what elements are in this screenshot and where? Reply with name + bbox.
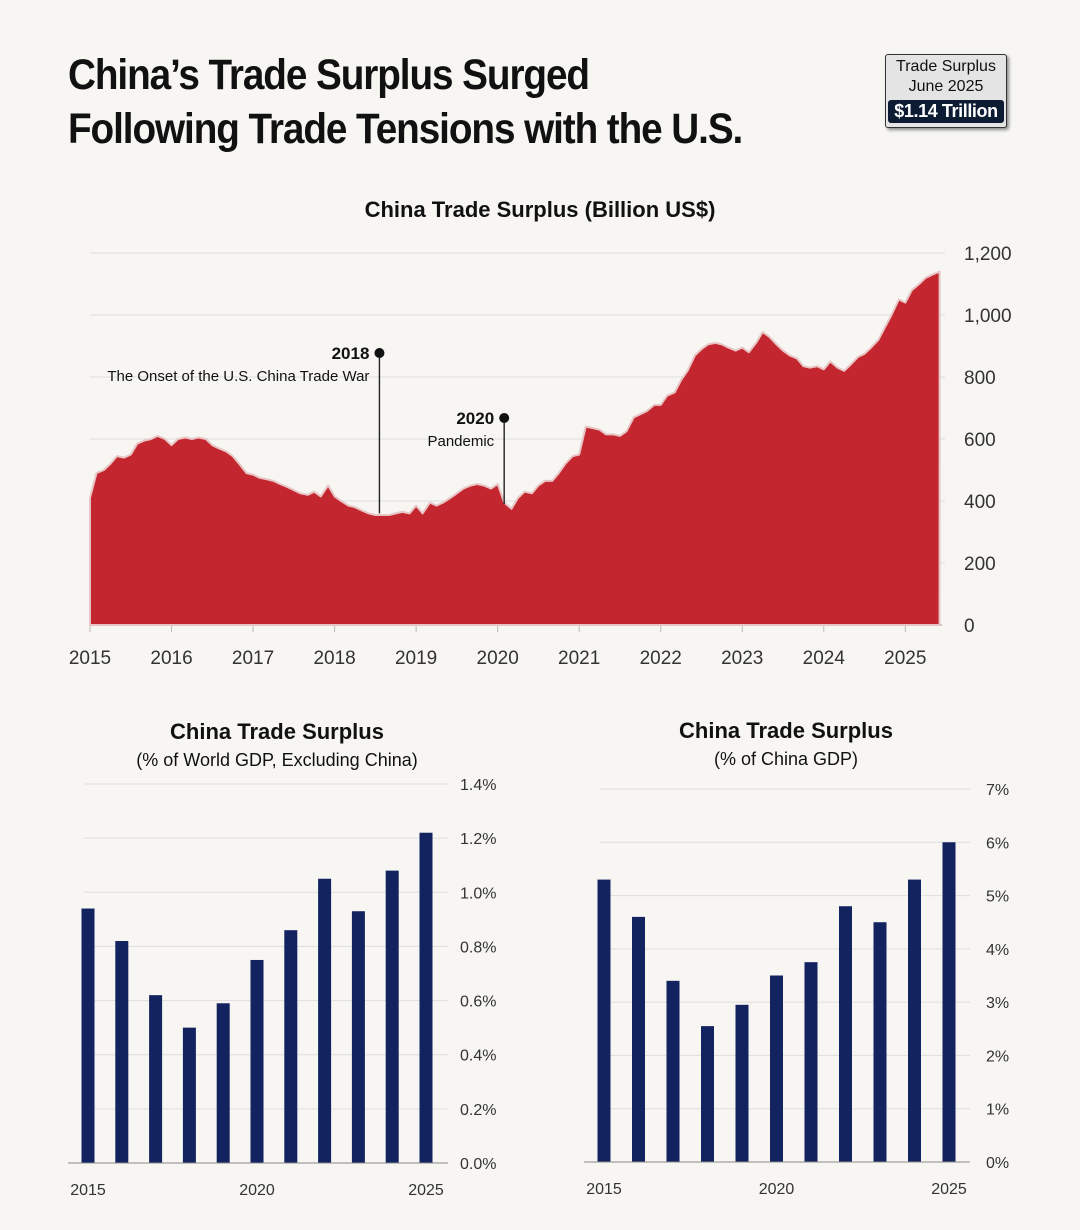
bar2-x-tick-label: 2015: [586, 1181, 622, 1198]
area-chart: China Trade Surplus (Billion US$) 0 200 40…: [69, 197, 1012, 669]
annotation-marker: [374, 348, 385, 358]
bar2-y-tick-label: 2%: [986, 1048, 1009, 1065]
trade-surplus-badge: Trade Surplus June 2025 $1.14 Trillion: [885, 54, 1007, 128]
bar2-bar-2023: [873, 922, 887, 1162]
bar2-bar-2021: [804, 962, 818, 1162]
bar1-x-tick-label: 2025: [408, 1182, 444, 1199]
bar1-bar-2015: [81, 908, 95, 1163]
bar1-bar-2016: [115, 941, 129, 1163]
bar1-x-tick-label: 2020: [239, 1182, 275, 1199]
bar1-bar-2017: [149, 995, 163, 1163]
bar1-bar-2025: [419, 832, 433, 1163]
area-x-tick-label: 2019: [395, 648, 437, 669]
bar2-y-tick-label: 0%: [986, 1155, 1009, 1172]
area-chart-y-axis: 0 200 400 600 800 1,000 1,200: [964, 244, 1012, 637]
bar2-bar-2019: [735, 1004, 749, 1162]
bar2-bar-2020: [770, 975, 783, 1162]
annotation-text: Pandemic: [427, 433, 494, 450]
bar2-y-tick-label: 7%: [986, 782, 1009, 799]
area-y-tick-label: 800: [964, 368, 996, 389]
area-y-tick-label: 600: [964, 430, 996, 451]
bar1-x-tick-label: 2015: [70, 1182, 106, 1199]
area-x-tick-label: 2015: [69, 648, 111, 669]
area-x-tick-label: 2023: [721, 648, 763, 669]
annotation-year-label: 2020: [456, 409, 494, 428]
area-chart-x-axis: 2015 2016 2017 2018 2019 2020 2021 2022 2023 2024…: [69, 624, 942, 669]
bar-chart-world-gdp-x-axis: 2015 2020 2025: [70, 1182, 444, 1199]
area-x-tick-label: 2021: [558, 648, 600, 669]
area-y-tick-label: 200: [964, 554, 996, 575]
area-y-tick-label: 1,000: [964, 306, 1012, 327]
annotation-marker: [499, 413, 510, 423]
bar-chart-world-gdp-y-axis: 0.0% 0.2% 0.4% 0.6% 0.8% 1.0% 1.2% 1.4%: [460, 777, 496, 1173]
bar-chart-china-gdp-subtitle: (% of China GDP): [714, 749, 858, 769]
bar-chart-china-gdp-x-axis: 2015 2020 2025: [586, 1181, 967, 1198]
bar2-y-tick-label: 1%: [986, 1102, 1009, 1119]
bar2-y-tick-label: 5%: [986, 889, 1009, 906]
bar2-bar-2017: [666, 980, 680, 1162]
bar2-bar-2022: [839, 906, 852, 1162]
bar2-bar-2018: [701, 1026, 714, 1162]
bar-chart-china-gdp-title: China Trade Surplus: [679, 718, 893, 743]
area-x-tick-label: 2016: [150, 648, 192, 669]
area-y-tick-label: 1,200: [964, 244, 1012, 265]
bar2-bar-2016: [632, 916, 645, 1162]
bar1-bar-2024: [385, 870, 399, 1163]
bar-chart-world-gdp: China Trade Surplus (% of World GDP, Exc…: [68, 719, 496, 1199]
bar-chart-world-gdp-bars: [68, 832, 448, 1164]
bar2-bar-2025: [942, 842, 956, 1162]
bar2-x-tick-label: 2025: [931, 1181, 967, 1198]
area-x-tick-label: 2025: [884, 648, 926, 669]
bar2-bar-2024: [908, 879, 921, 1162]
bar-chart-world-gdp-title: China Trade Surplus: [170, 719, 384, 744]
bar-chart-china-gdp: China Trade Surplus (% of China GDP) 0% 1…: [584, 718, 1009, 1198]
area-y-tick-label: 0: [964, 616, 975, 637]
bar1-y-tick-label: 1.0%: [460, 885, 496, 902]
bar2-y-tick-label: 6%: [986, 835, 1009, 852]
area-x-tick-label: 2020: [477, 648, 519, 669]
area-x-tick-label: 2017: [232, 648, 274, 669]
bar2-y-tick-label: 4%: [986, 942, 1009, 959]
bar1-y-tick-label: 0.8%: [460, 939, 496, 956]
bar2-bar-2015: [597, 879, 611, 1162]
area-x-tick-label: 2018: [313, 648, 355, 669]
badge-date: June 2025: [908, 78, 984, 95]
annotation-year-label: 2018: [332, 344, 370, 363]
area-x-tick-label: 2024: [803, 648, 846, 669]
bar1-y-tick-label: 0.4%: [460, 1048, 496, 1065]
bar-chart-world-gdp-subtitle: (% of World GDP, Excluding China): [136, 750, 417, 770]
annotation-text: The Onset of the U.S. China Trade War: [107, 368, 369, 385]
bar-chart-china-gdp-y-axis: 0% 1% 2% 3% 4% 5% 6% 7%: [986, 782, 1009, 1172]
bar1-y-tick-label: 1.4%: [460, 777, 496, 794]
bar1-bar-2022: [318, 878, 332, 1163]
bar1-y-tick-label: 0.6%: [460, 994, 496, 1011]
headline-line-1: China’s Trade Surplus Surged: [68, 51, 590, 99]
area-chart-annotations: 2018 The Onset of the U.S. China Trade Wa…: [107, 344, 510, 514]
badge-title: Trade Surplus: [896, 58, 996, 75]
bar1-y-tick-label: 1.2%: [460, 831, 496, 848]
bar1-y-tick-label: 0.0%: [460, 1156, 496, 1173]
bar2-x-tick-label: 2020: [759, 1181, 795, 1198]
bar1-bar-2021: [284, 930, 298, 1163]
headline-line-2: Following Trade Tensions with the U.S.: [68, 105, 743, 153]
area-series: [89, 270, 941, 626]
bar1-bar-2023: [351, 911, 365, 1163]
bar1-bar-2018: [182, 1027, 196, 1163]
area-x-tick-label: 2022: [640, 648, 682, 669]
bar2-y-tick-label: 3%: [986, 995, 1009, 1012]
headline: China’s Trade Surplus Surged Following T…: [68, 48, 743, 156]
bar-chart-china-gdp-bars: [584, 842, 970, 1163]
bar1-bar-2019: [216, 1003, 230, 1163]
area-y-tick-label: 400: [964, 492, 996, 513]
bar1-bar-2020: [250, 959, 264, 1163]
badge-value: $1.14 Trillion: [888, 100, 1004, 123]
area-chart-title: China Trade Surplus (Billion US$): [365, 197, 716, 222]
bar1-y-tick-label: 0.2%: [460, 1102, 496, 1119]
